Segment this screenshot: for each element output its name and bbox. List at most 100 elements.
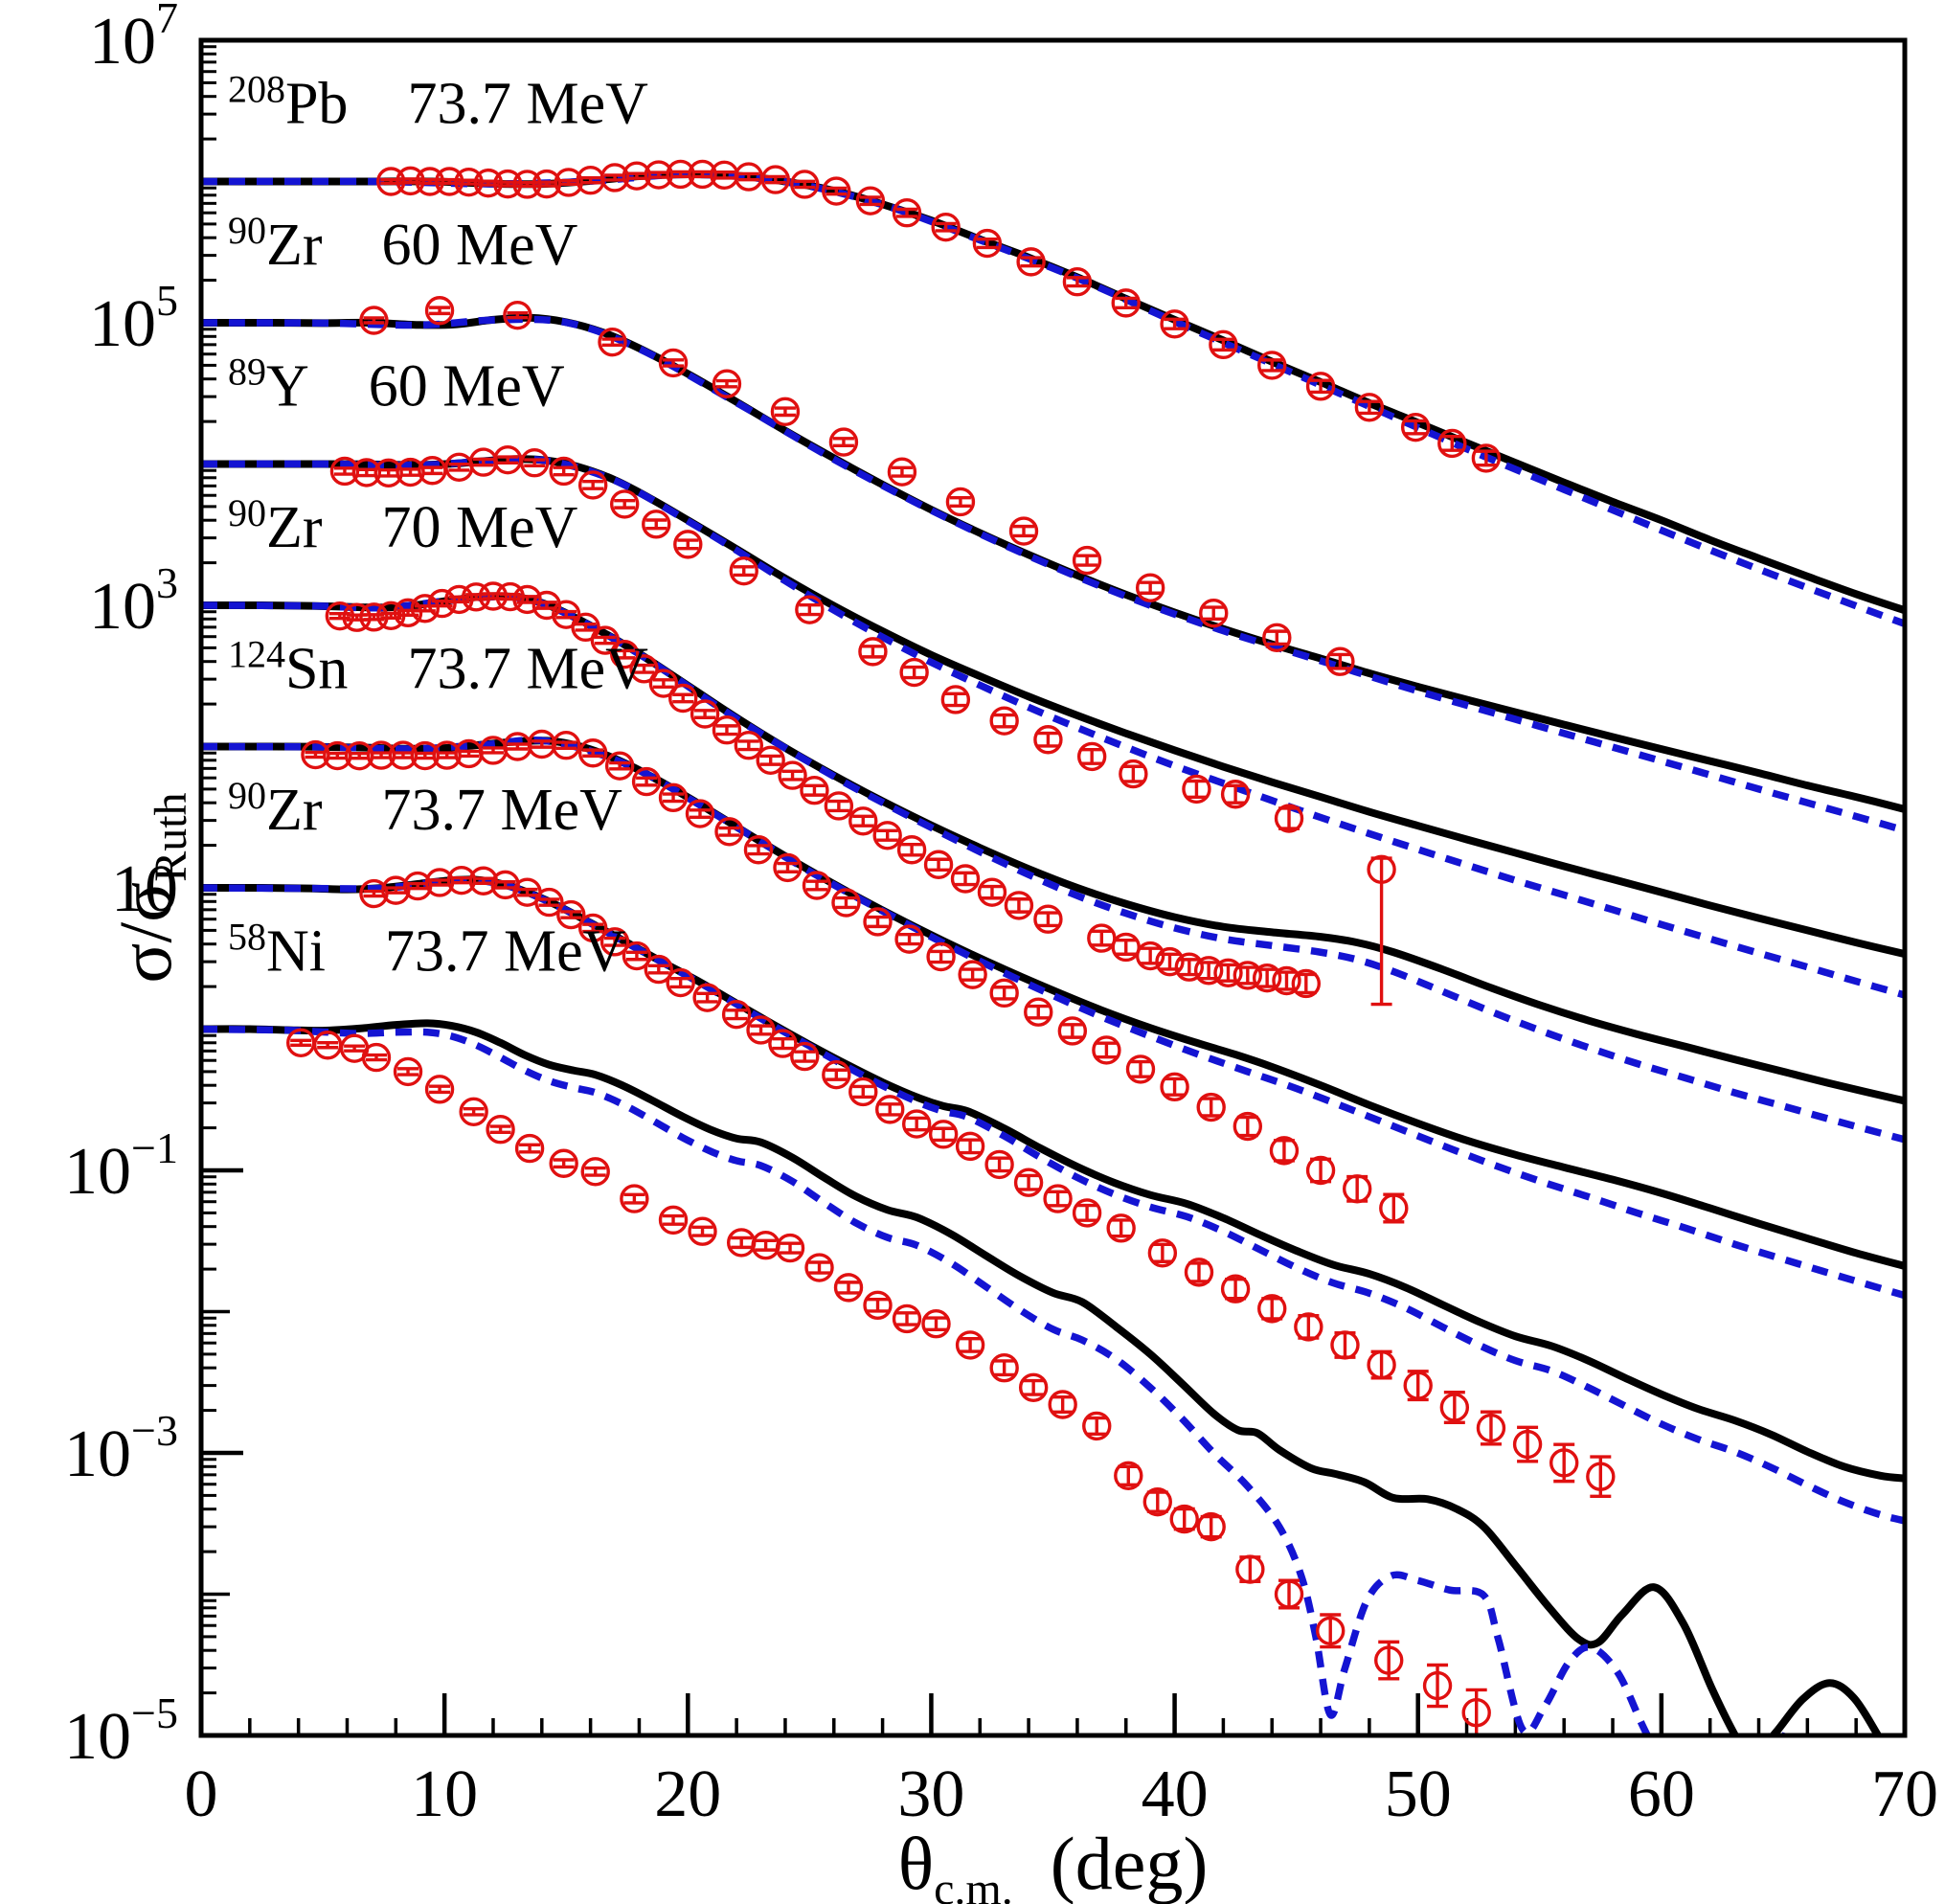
data-point — [1437, 428, 1467, 459]
data-point-circle — [923, 850, 954, 879]
y-tick-label: 10 — [111, 852, 178, 926]
data-point — [1111, 288, 1141, 318]
data-point — [631, 766, 662, 797]
data-point — [673, 530, 703, 559]
data-point — [955, 1330, 985, 1360]
data-point-circle — [503, 300, 532, 330]
data-point — [1196, 1511, 1226, 1542]
data-point-circle — [872, 821, 902, 850]
data-point-circle — [658, 1205, 689, 1235]
data-point-circle — [1196, 1511, 1226, 1542]
data-point — [1106, 1213, 1136, 1243]
model-curve-black-solid — [201, 1019, 1883, 1735]
dataset-label-zr90_60: 90Zr 60 MeV — [228, 209, 578, 278]
data-point-circle — [1114, 1461, 1143, 1490]
y-tick-labels: 107 105 103 10 10−1 10−3 10−5 — [64, 0, 178, 1774]
x-tick-label: 60 — [1628, 1757, 1695, 1831]
data-point — [1274, 804, 1304, 833]
data-point — [989, 978, 1019, 1009]
data-point — [1092, 1035, 1121, 1065]
data-point-circle — [855, 186, 886, 215]
data-point — [1008, 516, 1039, 546]
data-point-circle — [828, 427, 859, 457]
y-tick-label: 105 — [89, 276, 178, 361]
x-tick-label: 0 — [185, 1757, 218, 1831]
data-point-circle — [751, 1231, 780, 1260]
data-point — [734, 162, 764, 192]
data-point-circle — [673, 530, 703, 559]
data-point — [393, 1056, 423, 1087]
data-point-circle — [984, 1149, 1014, 1180]
data-point — [1235, 1554, 1265, 1584]
data-point — [756, 745, 785, 775]
data-point — [534, 887, 564, 918]
data-point — [424, 1075, 455, 1104]
data-point-circle — [1291, 968, 1322, 999]
data-point — [503, 300, 532, 330]
data-point-circle — [800, 775, 829, 805]
data-point — [1111, 932, 1141, 963]
data-point — [622, 941, 652, 971]
data-point-circle — [1013, 1167, 1044, 1197]
data-point — [714, 817, 744, 847]
dataset-label-sn124: 124Sn 73.7 MeV — [228, 632, 648, 701]
data-point — [1062, 267, 1093, 297]
data-point — [692, 983, 722, 1012]
data-point — [644, 160, 673, 190]
data-point — [770, 397, 801, 426]
data-point-circle — [790, 1041, 820, 1072]
data-point — [1374, 1640, 1404, 1681]
data-point-circle — [1043, 1184, 1073, 1213]
data-point — [1160, 309, 1189, 339]
model-curve-blue-dashed — [201, 455, 1905, 999]
data-point-circle — [552, 731, 581, 760]
data-point-circle — [418, 456, 447, 486]
data-point — [1018, 1372, 1049, 1402]
data-points-layer — [285, 159, 1616, 1735]
data-point — [373, 458, 403, 487]
data-point-circle — [410, 740, 441, 771]
data-point-circle — [1155, 946, 1185, 977]
dataset-label-y89_60: 89Y 60 MeV — [228, 350, 565, 419]
dataset-label-zr90_70: 90Zr 70 MeV — [228, 491, 578, 560]
data-point-circle — [1182, 774, 1211, 805]
data-point — [1400, 412, 1431, 442]
data-point-circle — [1262, 623, 1292, 652]
data-point-circle — [622, 941, 652, 971]
y-tick-label: 10−3 — [64, 1406, 178, 1491]
data-point — [887, 457, 917, 487]
data-point — [1262, 623, 1292, 652]
data-point-circle — [361, 1042, 392, 1073]
data-point-circle — [688, 1216, 717, 1246]
data-point — [822, 176, 851, 206]
data-point-circle — [342, 602, 372, 632]
data-point-circle — [486, 1115, 515, 1145]
data-point-circle — [424, 296, 455, 326]
data-point — [848, 806, 878, 836]
data-point-circle — [1274, 804, 1304, 833]
data-point — [1125, 1054, 1156, 1084]
x-tick-label: 10 — [411, 1757, 478, 1831]
data-point-circle — [571, 612, 600, 643]
data-point — [921, 1309, 951, 1339]
data-point-circle — [1092, 1035, 1121, 1065]
data-point — [312, 1031, 343, 1060]
x-tick-labels: 0 10 20 30 40 50 60 70 — [185, 1757, 1939, 1831]
data-point-circle — [712, 369, 742, 398]
data-point — [828, 427, 859, 457]
data-point-circle — [478, 736, 509, 765]
data-point-circle — [1016, 247, 1046, 277]
data-point — [923, 850, 954, 879]
data-point-circle — [1169, 1504, 1199, 1534]
data-point-circle — [899, 657, 929, 688]
data-point-circle — [795, 595, 825, 624]
data-point-circle — [478, 581, 509, 611]
data-point-circle — [863, 907, 893, 937]
data-point-circle — [926, 941, 956, 972]
data-point — [620, 1184, 649, 1213]
data-point-circle — [726, 1228, 757, 1258]
data-point-circle — [831, 888, 861, 918]
data-point — [610, 489, 640, 519]
data-point-circle — [1087, 923, 1117, 953]
data-point-circle — [393, 1056, 423, 1087]
